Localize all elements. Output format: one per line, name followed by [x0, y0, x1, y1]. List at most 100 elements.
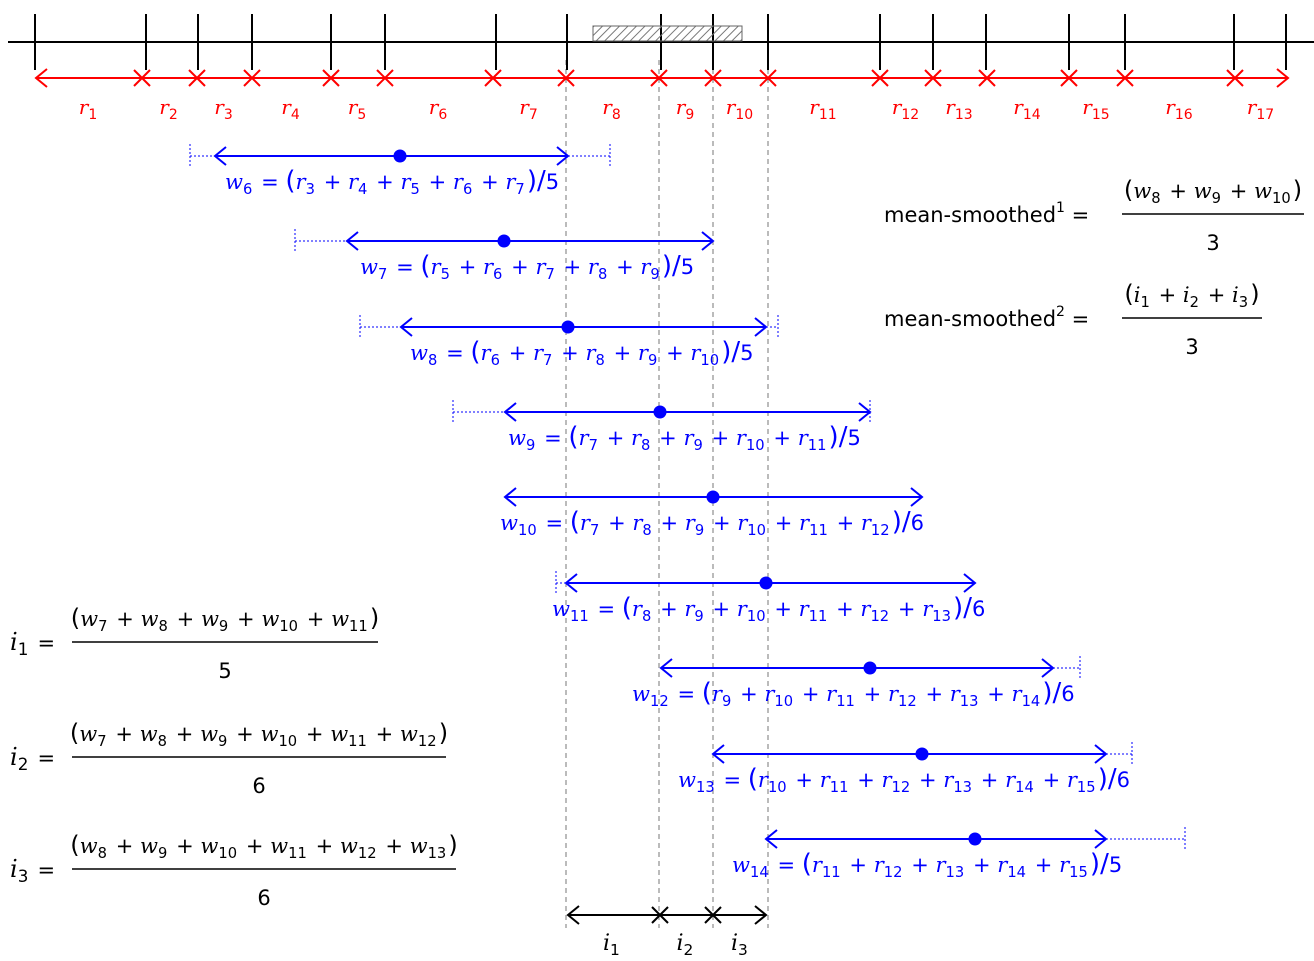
subscript: 1	[610, 941, 620, 959]
symbol: r	[579, 426, 591, 450]
formula-i1-lhs: i1 =	[10, 628, 55, 659]
divisor: 5	[740, 341, 753, 365]
subscript: 2	[169, 107, 178, 123]
symbol: r	[348, 170, 360, 194]
region-label-r16: r16	[1165, 95, 1194, 123]
symbol: r	[400, 170, 412, 194]
subscript: 8	[642, 522, 651, 539]
window-rows: w6 = (r3 + r4 + r5 + r6 + r7 )/5 w7 = (r5…	[189, 144, 1186, 881]
symbol: r	[429, 95, 440, 119]
arrowhead-left	[345, 231, 359, 251]
symbol: r	[79, 95, 90, 119]
symbol: r	[737, 511, 749, 535]
line	[188, 69, 206, 87]
subscript: 11	[570, 608, 589, 625]
line	[133, 69, 151, 87]
subscript: 8	[1151, 190, 1160, 207]
subscript: 6	[243, 181, 252, 198]
symbol: w	[225, 170, 243, 194]
region-label-r11: r11	[809, 95, 838, 123]
superscript: 1	[1056, 200, 1065, 216]
subscript: 5	[441, 266, 450, 283]
interval-formulas: i1 = (w7 + w8 + w9 + w10 + w11 ) 5 i2 = (w7 …	[10, 604, 458, 910]
subscript: 13	[953, 779, 972, 796]
arrowhead-left	[659, 658, 673, 678]
window-formula-w12: w12 = (r9 + r10 + r11 + r12 + r13 + r14 …	[632, 678, 1075, 710]
symbol: w	[331, 607, 349, 631]
symbol: i	[1134, 283, 1141, 307]
symbol: r	[943, 768, 955, 792]
subscript: 10	[279, 618, 298, 635]
region-boundary	[759, 69, 777, 87]
subscript: 8	[158, 733, 167, 750]
subscript: 15	[1077, 779, 1096, 796]
subscript: 9	[694, 437, 703, 454]
region-label-r12: r12	[892, 95, 921, 123]
symbol: w	[261, 607, 279, 631]
subscript: 3	[224, 107, 233, 123]
subscript: 7	[590, 522, 599, 539]
mean-smoothed-2: mean-smoothed2 =(i1 + i2 + i3 )3	[884, 280, 1262, 359]
line	[650, 69, 668, 87]
symbol: r	[690, 341, 702, 365]
subscript: 8	[641, 437, 650, 454]
subscript: 12	[358, 845, 377, 862]
subscript: 3	[306, 181, 315, 198]
symbol: w	[80, 834, 98, 858]
symbol: w	[330, 722, 348, 746]
symbol: r	[588, 255, 600, 279]
subscript: 14	[1023, 107, 1041, 123]
subscript: 13	[955, 107, 973, 123]
region-label-r13: r13	[945, 95, 974, 123]
symbol: r	[676, 95, 687, 119]
symbol: w	[200, 722, 218, 746]
symbol: r	[1059, 853, 1071, 877]
subscript: 9	[219, 618, 228, 635]
mean-smoothed-1-numerator: (w8 + w9 + w10 )	[1124, 176, 1302, 207]
formula-i1-numerator: (w7 + w8 + w9 + w10 + w11 )	[71, 604, 379, 635]
region-boundary	[704, 69, 722, 87]
region-boundary	[650, 69, 668, 87]
subscript: 8	[642, 608, 651, 625]
symbol: w	[79, 722, 97, 746]
region-boundary	[924, 69, 942, 87]
symbol: w	[500, 511, 518, 535]
symbol: r	[874, 853, 886, 877]
symbol: r	[585, 341, 597, 365]
subscript: 7	[97, 733, 106, 750]
position-axis	[8, 14, 1314, 70]
window-center-dot	[497, 234, 511, 248]
subscript: 9	[722, 693, 731, 710]
window-formula-w7: w7 = (r5 + r6 + r7 + r8 + r9 )/5	[360, 251, 694, 283]
hatched-block	[592, 25, 743, 42]
symbol: i	[676, 931, 683, 956]
label: mean-smoothed	[884, 203, 1056, 227]
symbol: r	[505, 170, 517, 194]
subscript: 7	[378, 266, 387, 283]
symbol: r	[453, 170, 465, 194]
interval-boundary	[651, 906, 669, 924]
region-label-r7: r7	[519, 95, 539, 123]
symbol: w	[80, 607, 98, 631]
region-boundary	[188, 69, 206, 87]
symbol: r	[922, 597, 934, 621]
superscript: 2	[1056, 304, 1065, 320]
subscript: 7	[529, 107, 538, 123]
window-formula-w8: w8 = (r6 + r7 + r8 + r9 + r10 )/5	[410, 337, 754, 369]
region-boundary	[1060, 69, 1078, 87]
symbol: i	[10, 743, 18, 771]
symbol: r	[481, 341, 493, 365]
symbol: r	[632, 597, 644, 621]
subscript: 2	[684, 941, 694, 959]
subscript: 16	[1175, 107, 1193, 123]
symbol: i	[10, 628, 18, 656]
region-label-r5: r5	[348, 95, 368, 123]
formula-i3-lhs: i3 =	[10, 855, 55, 886]
window-center-dot	[759, 576, 773, 590]
line	[924, 69, 942, 87]
divisor: 5	[1109, 853, 1122, 877]
symbol: r	[640, 255, 652, 279]
subscript: 9	[648, 352, 657, 369]
subscript: 1	[1141, 294, 1150, 311]
subscript: 9	[526, 437, 535, 454]
